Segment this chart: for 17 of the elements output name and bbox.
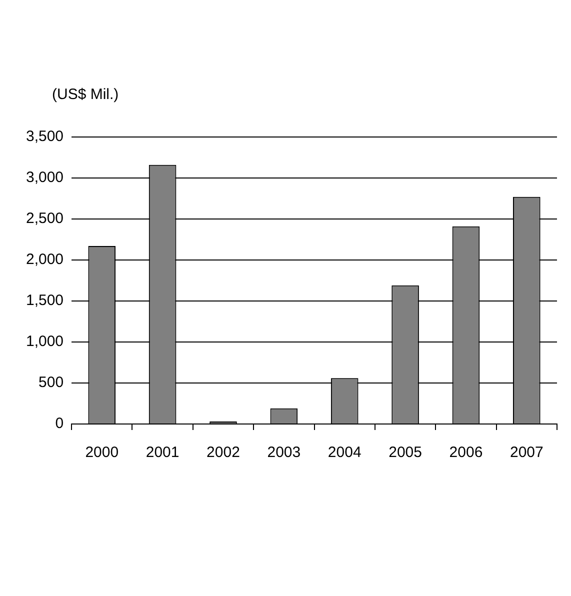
x-tick-label: 2000 xyxy=(85,444,119,462)
x-tick-label: 2005 xyxy=(388,444,422,462)
y-tick-label: 3,000 xyxy=(26,169,64,186)
x-tick-label: 2002 xyxy=(206,444,240,462)
x-tick-label: 2004 xyxy=(328,444,362,462)
y-tick-label: 3,500 xyxy=(26,128,64,146)
x-tick-label: 2003 xyxy=(267,444,301,462)
y-tick-label: 1,500 xyxy=(26,292,64,310)
y-tick-label: 500 xyxy=(38,374,64,392)
x-tick-label: 2007 xyxy=(510,444,544,462)
y-tick-label: 2,000 xyxy=(26,251,64,268)
y-tick-label: 1,000 xyxy=(26,333,64,350)
y-tick-label: 2,500 xyxy=(26,210,64,228)
y-tick-label: 0 xyxy=(55,415,64,432)
y-axis-title: (US$ Mil.) xyxy=(52,86,119,103)
x-tick-label: 2001 xyxy=(146,444,180,462)
x-tick-label: 2006 xyxy=(449,444,483,462)
